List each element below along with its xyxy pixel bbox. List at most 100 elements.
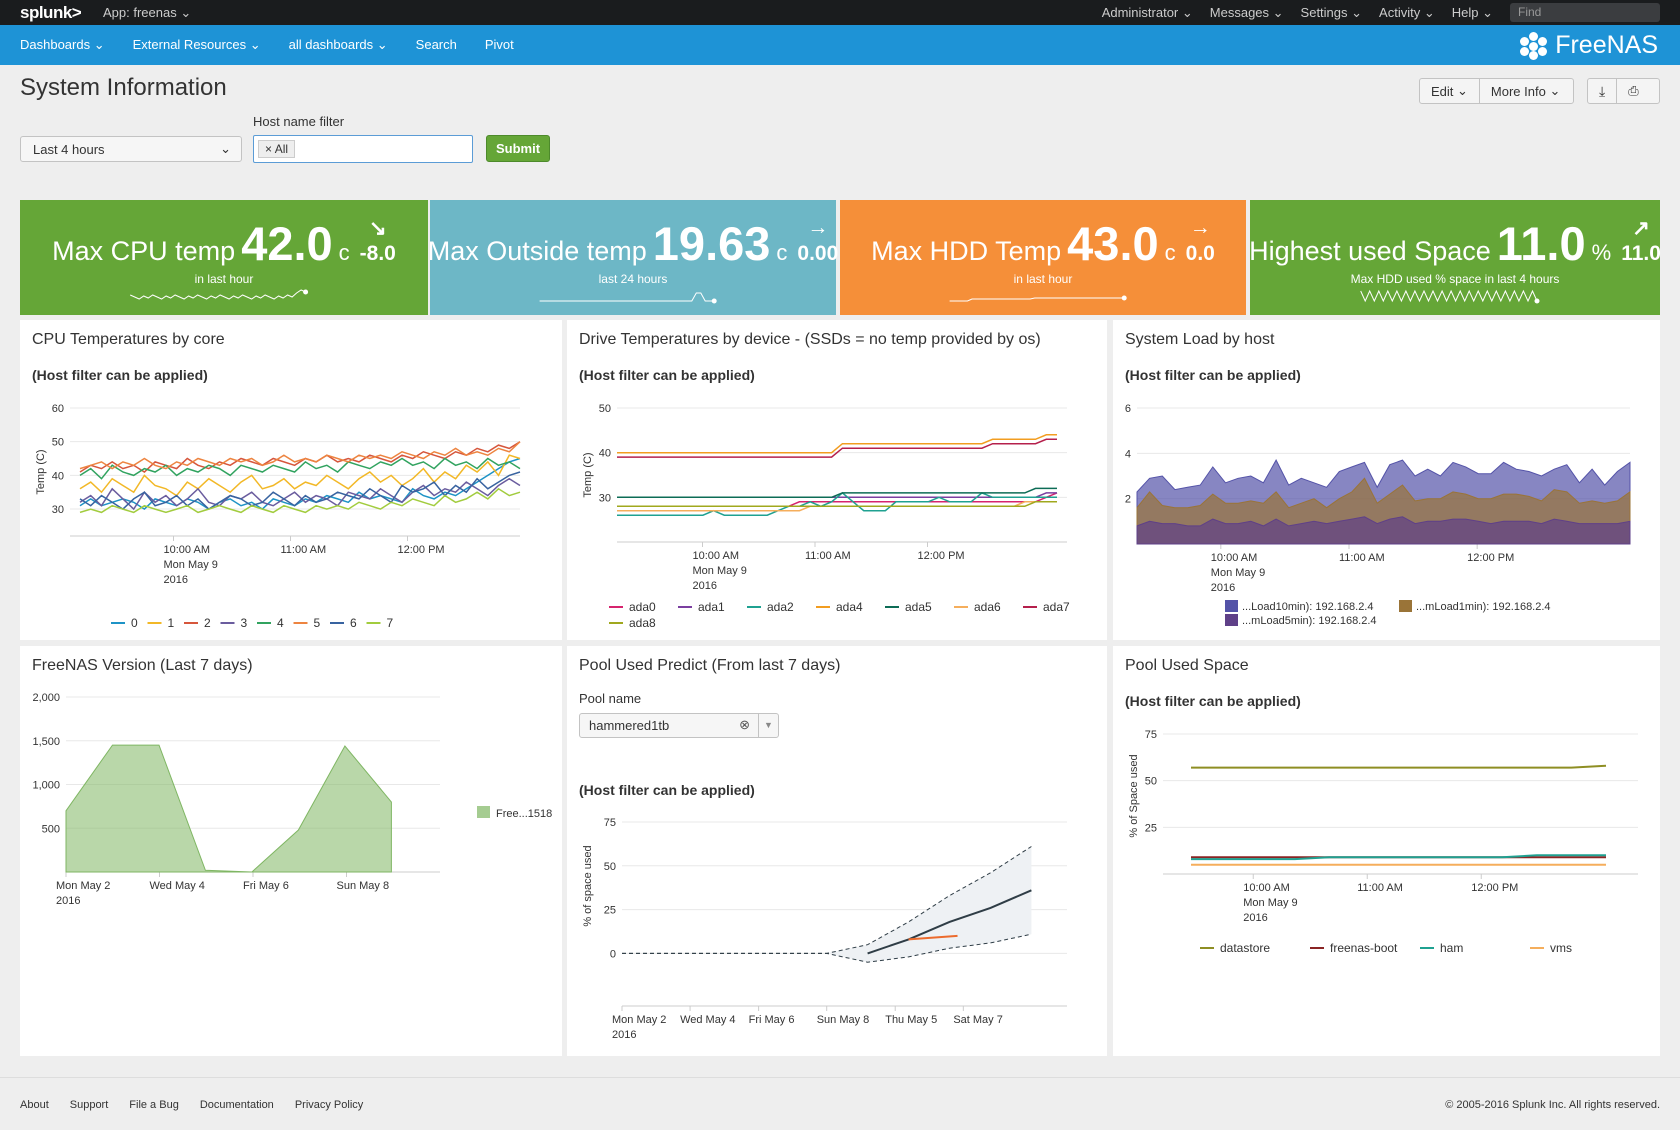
sparkline-path [1360,289,1538,303]
legend-label: ada6 [974,600,1001,614]
series-line-ada8 [617,501,1057,508]
time-range-value: Last 4 hours [33,142,105,157]
kpi-label: Max Outside temp [427,236,647,266]
x-tick-label: 11:00 AM [281,544,327,556]
panel-title: Drive Temperatures by device - (SSDs = n… [579,331,1041,348]
legend-label: ada5 [905,600,932,614]
y-tick-label: 2,000 [32,692,60,704]
kpi-delta: → 0.0 [1185,216,1215,266]
top-menus: Administrator ⌄ Messages ⌄ Settings ⌄ Ac… [1102,0,1680,25]
nav-all-dashboards[interactable]: all dashboards ⌄ [288,37,388,52]
panel-subtitle: (Host filter can be applied) [579,782,755,798]
y-tick-label: 60 [52,403,64,415]
menu-help[interactable]: Help ⌄ [1451,4,1493,20]
series-line-5 [79,441,521,470]
menu-settings[interactable]: Settings ⌄ [1300,4,1363,20]
legend-label: 1 [168,616,175,630]
splunk-logo[interactable]: splunk> [20,3,82,22]
sparkline-path [949,297,1125,302]
y-tick-label: 50 [599,403,611,415]
drive-temp-chart: 30 40 50 Temp (C) 10:00 AM Mon May 9 2016 11:00… [582,403,1070,630]
remove-tag-icon[interactable]: × [265,142,273,156]
more-info-button[interactable]: More Info ⌄ [1490,83,1561,99]
legend-swatch [1225,614,1238,626]
nav-search[interactable]: Search [415,37,457,52]
menu-activity[interactable]: Activity ⌄ [1379,4,1435,20]
series-line-ada7 [617,438,1057,458]
sparkline [539,292,717,304]
panel-title: Pool Used Predict (From last 7 days) [579,657,841,674]
legend-label: ada7 [1043,600,1070,614]
footer-support[interactable]: Support [69,1099,109,1111]
edit-button[interactable]: Edit ⌄ [1420,79,1480,103]
legend-label: 3 [241,616,248,630]
submit-button[interactable]: Submit [486,135,550,162]
nav-pivot[interactable]: Pivot [484,37,514,52]
host-tag-label: All [274,142,289,156]
kpi-value: 19.63 [652,217,771,270]
series-line-ada4 [617,434,1057,454]
x-tick-label: Mon May 2 [56,880,110,892]
x-tick-label: 2016 [1211,582,1235,594]
x-tick-label: 2016 [612,1029,636,1041]
host-filter-input[interactable]: × All [253,135,473,163]
print-icon[interactable]: ⎙ [1628,83,1639,98]
footer-documentation[interactable]: Documentation [199,1099,274,1111]
y-axis-label: Temp (C) [582,452,594,497]
x-tick-label: 10:00 AM [1243,882,1289,894]
clear-icon[interactable]: ⊗ [739,717,750,732]
x-tick-label: 11:00 AM [1357,882,1403,894]
kpi-tile[interactable]: Max CPU temp 42.0 c ↘ -8.0 in last hour [20,200,428,315]
y-tick-label: 50 [1145,776,1157,788]
x-tick-label: Wed May 4 [680,1014,735,1026]
footer-privacy[interactable]: Privacy Policy [294,1099,364,1111]
footer-file-bug[interactable]: File a Bug [129,1099,179,1111]
series-line-datastore [1191,764,1607,769]
dropdown-arrow-icon[interactable]: ▼ [758,714,778,737]
y-tick-label: 25 [604,905,616,917]
trend-arrow-icon: ↗ [1632,217,1650,240]
kpi-tile[interactable]: Max HDD Temp 43.0 c → 0.0 in last hour [840,200,1246,315]
footer: About Support File a Bug Documentation P… [0,1077,1680,1130]
legend-label: ada0 [629,600,656,614]
kpi-tile[interactable]: Max Outside temp 19.63 c → 0.00 last 24 hours [427,200,838,315]
actual-line [908,934,958,941]
x-tick-label: 2016 [164,574,188,586]
kpi-value: 42.0 [241,217,333,270]
menu-administrator[interactable]: Administrator ⌄ [1101,4,1193,20]
x-tick-label: Mon May 2 [612,1014,666,1026]
nav-bar: Dashboards ⌄ External Resources ⌄ all da… [0,25,1680,65]
x-tick-label: Fri May 6 [243,880,289,892]
legend-label: ...mLoad1min): 192.168.2.4 [1416,601,1551,613]
kpi-delta-value: 0.0 [1185,242,1215,265]
legend-label: Free...1518 [496,808,552,820]
legend-swatch [1225,600,1238,612]
y-tick-label: 6 [1125,403,1131,415]
panel-title: System Load by host [1125,331,1275,348]
download-icon[interactable]: ⤓ [1588,79,1618,103]
sparkline-end [711,298,717,304]
kpi-label: Max HDD Temp [871,236,1062,266]
page-title: System Information [20,74,227,101]
nav-dashboards[interactable]: Dashboards ⌄ [20,37,105,52]
x-tick-label: 10:00 AM [164,544,210,556]
pool-name-select[interactable]: hammered1tb ⊗ ▼ [579,713,779,738]
legend-label: ada4 [836,600,863,614]
time-range-picker[interactable]: Last 4 hours ⌄ [20,136,242,162]
find-input[interactable]: Find [1510,3,1660,22]
pool-used-chart: 25 50 75 % of Space used 10:00 AM Mon May 9 20… [1128,729,1638,955]
menu-messages[interactable]: Messages ⌄ [1209,4,1284,20]
host-tag[interactable]: × All [258,140,296,158]
edit-button-group: Edit ⌄ More Info ⌄ [1419,78,1574,104]
legend-label: ...mLoad5min): 192.168.2.4 [1242,615,1377,627]
kpi-unit: % [1591,240,1612,265]
kpi-tile[interactable]: Highest used Space 11.0% ↗ 11.0 Max HDD used… [1249,200,1661,315]
y-tick-label: 30 [599,492,611,504]
footer-about[interactable]: About [20,1099,49,1111]
app-menu[interactable]: App: freenas ⌄ [103,5,192,20]
nav-external-resources[interactable]: External Resources ⌄ [132,37,261,52]
freenas-logo: FreeNAS [1517,31,1658,60]
pool-predict-chart: 0 25 50 75 % of space used Mon May 2 2016 Wed M… [582,817,1067,1041]
x-tick-label: 12:00 PM [1467,552,1514,564]
y-tick-label: 30 [52,504,64,516]
